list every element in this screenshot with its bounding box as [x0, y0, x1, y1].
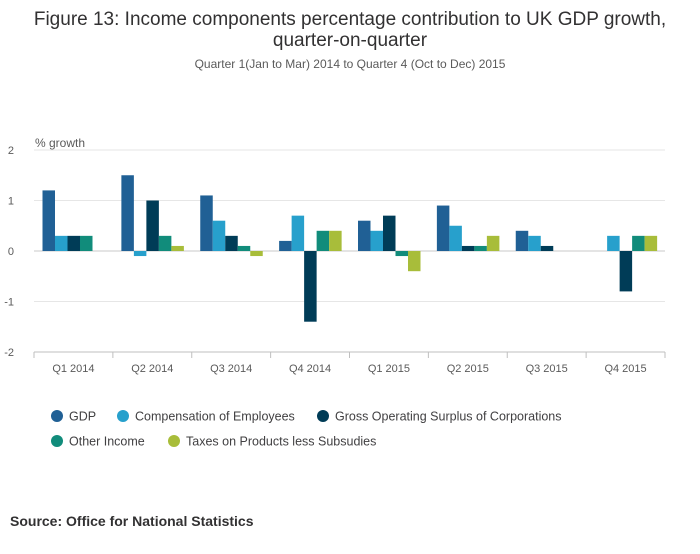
bar: [158, 235, 172, 251]
bar: [408, 251, 421, 272]
x-tick-label: Q1 2015: [368, 363, 410, 375]
bar: [80, 235, 93, 251]
x-axis: Q1 2014 Q2 2014 Q3 2014 Q4 2014 Q1 2015 Q2 20…: [33, 351, 666, 375]
y-tick-label: 0: [8, 246, 14, 258]
bar: [55, 235, 68, 251]
bar: [540, 245, 554, 251]
legend-label: GDP: [69, 410, 96, 424]
x-tick-label: Q4 2014: [289, 363, 331, 375]
y-tick-label: -1: [4, 297, 14, 309]
bar: [395, 251, 408, 257]
legend-swatch: [117, 410, 129, 422]
y-tick-label: 2: [8, 145, 14, 157]
legend-label: Taxes on Products less Subsudies: [186, 435, 376, 449]
bar: [212, 220, 226, 251]
bar: [619, 251, 633, 292]
x-tick-label: Q3 2014: [210, 363, 252, 375]
legend-label: Other Income: [69, 435, 145, 449]
y-tick-labels: 2 1 0 -1 -2: [4, 145, 14, 359]
bar: [370, 230, 383, 251]
x-tick-label: Q2 2015: [447, 363, 489, 375]
bar: [225, 235, 238, 251]
bar: [291, 215, 305, 251]
bar: [329, 230, 342, 251]
chart-subtitle: Quarter 1(Jan to Mar) 2014 to Quarter 4 …: [195, 57, 506, 71]
legend-swatch: [317, 410, 329, 422]
bar: [436, 205, 450, 251]
bar: [644, 235, 658, 251]
bar: [133, 251, 147, 257]
bar: [237, 245, 251, 251]
x-tick-label: Q3 2015: [526, 363, 568, 375]
bar: [316, 230, 330, 251]
bar: [515, 230, 529, 251]
bar: [42, 190, 55, 251]
legend-swatch: [51, 410, 63, 422]
legend-swatch: [51, 435, 63, 447]
legend-label: Gross Operating Surplus of Corporations: [335, 410, 562, 424]
source-note: Source: Office for National Statistics: [10, 513, 254, 529]
bar: [632, 235, 645, 251]
x-tick-label: Q1 2014: [52, 363, 94, 375]
bar: [358, 220, 371, 251]
x-tick-label: Q2 2014: [131, 363, 173, 375]
bar: [449, 225, 462, 251]
bar: [486, 235, 500, 251]
bar: [607, 235, 620, 251]
y-tick-label: -2: [4, 347, 14, 359]
x-tick-label: Q4 2015: [604, 363, 646, 375]
legend-label: Compensation of Employees: [135, 410, 295, 424]
bars: [42, 175, 658, 322]
bar: [304, 251, 317, 322]
bar: [250, 251, 263, 257]
y-tick-label: 1: [8, 196, 14, 208]
bar: [146, 200, 159, 251]
bar: [474, 245, 487, 251]
legend: GDP Compensation of Employees Gross Operat…: [51, 410, 562, 449]
chart-title-line2: quarter-on-quarter: [273, 30, 428, 51]
bar: [383, 215, 396, 251]
y-axis-label: % growth: [35, 136, 85, 150]
bar: [121, 175, 134, 251]
bar: [200, 195, 213, 251]
legend-swatch: [168, 435, 180, 447]
bar: [67, 235, 80, 251]
chart-title-line1: Figure 13: Income components percentage …: [34, 9, 666, 30]
bar: [528, 235, 541, 251]
bar: [279, 240, 292, 251]
bar: [171, 245, 184, 251]
bar: [461, 245, 475, 251]
